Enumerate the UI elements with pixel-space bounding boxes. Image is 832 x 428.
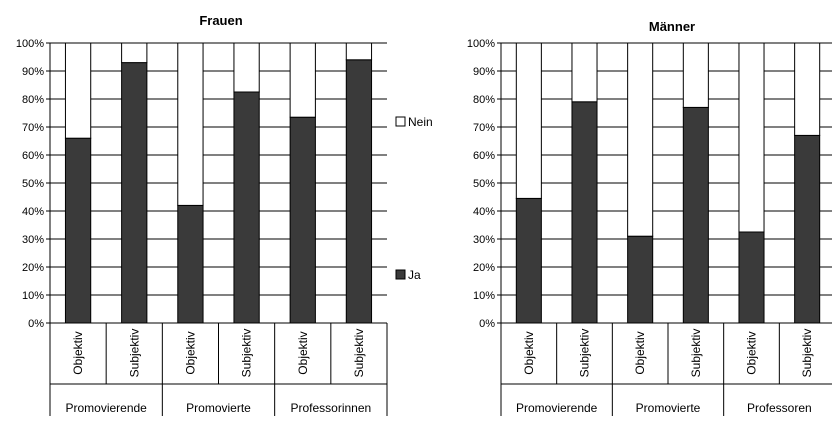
y-tick-label: 30% — [22, 234, 44, 246]
y-tick-label: 10% — [473, 290, 495, 302]
bar-ja — [794, 134, 821, 324]
bar-ja — [682, 106, 709, 324]
bar-nein — [289, 42, 316, 118]
y-tick-label: 0% — [28, 318, 44, 330]
y-tick-label: 50% — [22, 178, 44, 190]
x-group-label: Promovierte — [636, 401, 701, 415]
y-tick-label: 40% — [473, 206, 495, 218]
bar-nein — [682, 42, 709, 108]
x-category-label: Objektiv — [71, 331, 85, 374]
y-tick-label: 80% — [22, 94, 44, 106]
y-tick-label: 60% — [22, 150, 44, 162]
y-tick-label: 90% — [22, 66, 44, 78]
bar-ja — [64, 137, 92, 324]
legend-label-nein: Nein — [408, 115, 433, 129]
y-tick-label: 10% — [22, 290, 44, 302]
chart-2: Männer 0% 10% 20% 30% 40% 50% 60% 70% 80% 90% 100% O… — [467, 19, 832, 416]
y-tick-label: 70% — [473, 122, 495, 134]
y-tick-label: 50% — [473, 178, 495, 190]
x-group-label: Promovierende — [65, 401, 147, 415]
x-category-label: Subjektiv — [689, 329, 703, 378]
x-category-label: Subjektiv — [240, 329, 254, 378]
bar-ja — [571, 101, 598, 324]
bar-ja — [177, 204, 204, 324]
bar-nein — [233, 42, 260, 93]
bar-ja — [627, 235, 654, 324]
bar-nein — [177, 42, 204, 206]
y-tick-label: 40% — [22, 206, 44, 218]
y-tick-label: 100% — [16, 38, 44, 50]
x-category-label: Objektiv — [745, 331, 759, 374]
x-category-label: Objektiv — [633, 331, 647, 374]
legend: Nein Ja — [395, 115, 433, 282]
y-tick-label: 100% — [467, 38, 495, 50]
x-category-label: Subjektiv — [578, 329, 592, 378]
bar-ja — [233, 91, 260, 324]
x-category-label: Objektiv — [296, 331, 310, 374]
bar-nein — [64, 42, 92, 139]
x-category-label: Subjektiv — [800, 329, 814, 378]
chart-title: Männer — [649, 19, 695, 34]
y-tick-label: 90% — [473, 66, 495, 78]
bar-ja — [121, 62, 148, 324]
y-tick-label: 20% — [22, 262, 44, 274]
x-category-label: Subjektiv — [127, 329, 141, 378]
x-group-label: Promovierende — [516, 401, 598, 415]
x-category-label: Subjektiv — [352, 329, 366, 378]
bar-nein — [571, 42, 598, 103]
bar-ja — [289, 116, 316, 324]
bar-nein — [627, 42, 654, 237]
bar-ja — [515, 197, 542, 324]
y-tick-label: 20% — [473, 262, 495, 274]
y-tick-label: 30% — [473, 234, 495, 246]
y-tick-label: 60% — [473, 150, 495, 162]
x-group-label: Promovierte — [186, 401, 251, 415]
y-tick-label: 70% — [22, 122, 44, 134]
chart-1: Frauen 0% 10% 20% 30% 40% 50% 60% 70% 80% 90% 100% O… — [16, 13, 433, 416]
x-category-label: Objektiv — [522, 331, 536, 374]
bar-nein — [738, 42, 765, 233]
x-group-label: Professoren — [747, 401, 812, 415]
bar-ja — [738, 231, 765, 324]
bar-nein — [121, 42, 148, 64]
bar-nein — [345, 42, 373, 61]
bar-ja — [345, 59, 373, 324]
legend-swatch-ja — [395, 269, 406, 280]
y-tick-label: 0% — [479, 318, 495, 330]
y-tick-label: 80% — [473, 94, 495, 106]
legend-swatch-nein — [395, 116, 406, 127]
chart-title: Frauen — [199, 13, 242, 28]
x-group-label: Professorinnen — [290, 401, 371, 415]
x-category-label: Objektiv — [183, 331, 197, 374]
bar-nein — [794, 42, 821, 136]
legend-label-ja: Ja — [408, 268, 421, 282]
bar-nein — [515, 42, 542, 199]
